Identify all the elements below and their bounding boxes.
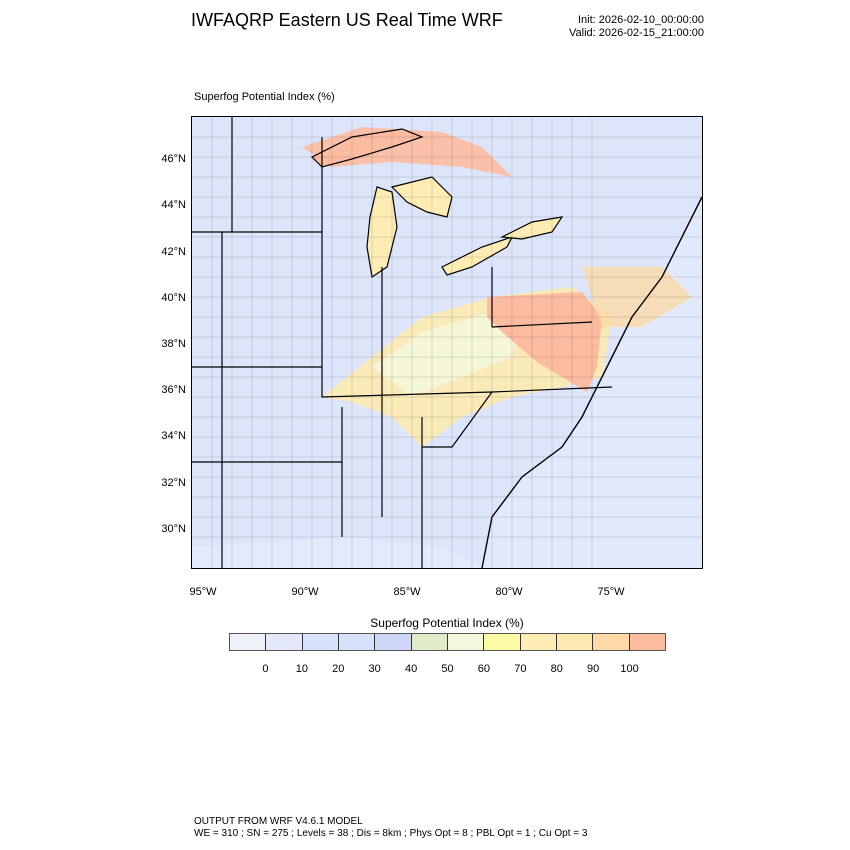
coastline	[481, 196, 703, 569]
colorbar-swatch	[520, 634, 557, 650]
lat-label: 44°N	[161, 199, 186, 211]
colorbar-swatch	[593, 634, 630, 650]
colorbar-swatch	[556, 634, 594, 650]
colorbar-label: 90	[587, 663, 600, 675]
colorbar-label: 100	[620, 663, 639, 675]
lat-label: 46°N	[161, 153, 186, 165]
colorbar-label: 0	[262, 663, 269, 675]
colorbar-label: 50	[441, 663, 454, 675]
lat-label: 30°N	[161, 523, 186, 535]
colorbar-label: 80	[550, 663, 563, 675]
colorbar-label: 40	[404, 663, 418, 675]
colorbar-swatch	[629, 634, 665, 650]
colorbar-swatch	[411, 634, 448, 650]
colorbar-swatch	[484, 634, 521, 650]
colorbar-title: Superfog Potential Index (%)	[370, 616, 524, 630]
lon-label: 90°W	[291, 586, 319, 598]
plot-title: IWFAQRP Eastern US Real Time WRF	[191, 10, 503, 30]
lat-label: 34°N	[161, 430, 186, 442]
colorbar-swatch	[230, 634, 267, 650]
atlantic-ocean	[482, 197, 702, 568]
moderate-index-region	[372, 312, 522, 397]
footer-config: WE = 310 ; SN = 275 ; Levels = 38 ; Dis …	[194, 828, 588, 839]
footer-model: OUTPUT FROM WRF V4.6.1 MODEL	[194, 816, 363, 827]
colorbar-swatch	[375, 634, 412, 650]
lon-label: 95°W	[189, 586, 217, 598]
lon-label: 80°W	[495, 586, 523, 598]
lat-label: 32°N	[161, 477, 186, 489]
colorbar-swatch	[266, 634, 303, 650]
colorbar	[229, 633, 666, 651]
colorbar-label: 70	[514, 663, 527, 675]
lat-label: 38°N	[161, 338, 186, 350]
valid-time: Valid: 2026-02-15_21:00:00	[569, 27, 704, 39]
superfog-map	[191, 116, 703, 569]
colorbar-label: 20	[332, 663, 345, 675]
init-time: Init: 2026-02-10_00:00:00	[578, 14, 704, 26]
colorbar-swatch	[447, 634, 485, 650]
colorbar-label: 10	[295, 663, 308, 675]
colorbar-swatch	[302, 634, 339, 650]
lat-label: 42°N	[161, 246, 186, 258]
lat-label: 40°N	[161, 292, 186, 304]
lat-label: 36°N	[161, 384, 186, 396]
lon-label: 85°W	[393, 586, 421, 598]
colorbar-label: 60	[477, 663, 491, 675]
lake-superior	[310, 128, 424, 168]
lon-label: 75°W	[597, 586, 625, 598]
gulf-of-mexico	[192, 537, 482, 568]
lake-michigan	[366, 186, 398, 279]
field-label: Superfog Potential Index (%)	[194, 91, 335, 103]
state-boundaries	[192, 117, 613, 568]
county-grid	[192, 117, 702, 568]
colorbar-swatch	[338, 634, 376, 650]
colorbar-label: 30	[368, 663, 381, 675]
lake-erie	[441, 235, 514, 276]
